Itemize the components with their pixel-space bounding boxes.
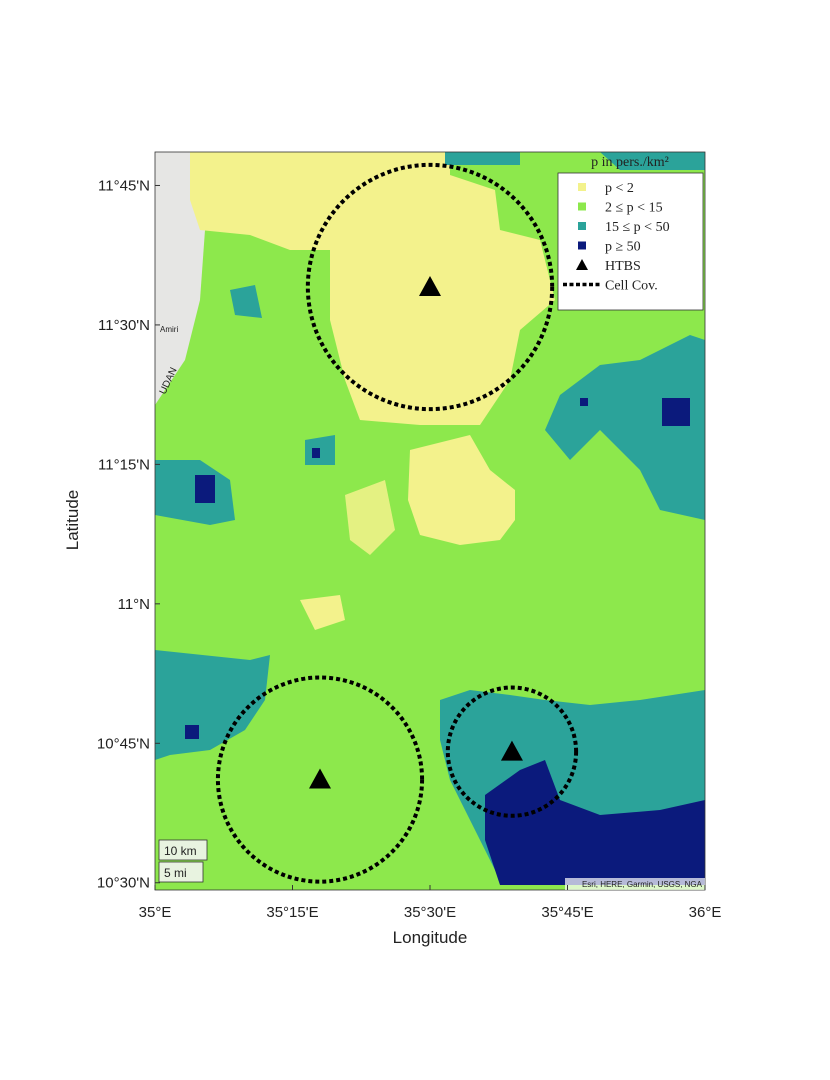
cell-coverage — [215, 675, 425, 884]
x-tick-label: 36°E — [689, 904, 722, 921]
legend-title: p in pers./km² — [591, 155, 669, 170]
y-axis-label: Latitude — [63, 490, 82, 551]
scale-bar — [158, 861, 204, 883]
scale-label: 5 mi — [164, 866, 187, 880]
x-axis-label: Longitude — [393, 928, 468, 947]
cell-coverage — [305, 162, 555, 412]
y-tick-label: 11°45'N — [98, 177, 150, 194]
legend-swatch — [578, 183, 586, 191]
attribution-bg — [565, 878, 705, 890]
htbs — [500, 740, 523, 761]
legend-label: p < 2 — [605, 181, 634, 196]
legend-label: p ≥ 50 — [605, 240, 641, 255]
x-tick-label: 35°45'E — [541, 904, 593, 921]
y-tick-label: 11°15'N — [98, 456, 150, 473]
cell-coverage — [445, 685, 579, 818]
legend-symbol — [576, 259, 588, 270]
legend-label: 2 ≤ p < 15 — [605, 201, 663, 216]
scale-label: 10 km — [164, 844, 197, 858]
htbs — [419, 275, 441, 296]
scale-bar — [158, 839, 208, 861]
y-tick-label: 11°30'N — [98, 317, 150, 334]
legend-label: HTBS — [605, 259, 641, 274]
y-tick-label: 10°30'N — [97, 875, 150, 892]
place-label: Amiri — [160, 325, 178, 334]
legend-label: Cell Cov. — [605, 279, 658, 294]
y-tick-label: 10°45'N — [97, 735, 150, 752]
legend-label: 15 ≤ p < 50 — [605, 220, 670, 235]
x-tick-label: 35°15'E — [266, 904, 318, 921]
y-tick-label: 11°N — [118, 596, 150, 613]
legend-swatch — [578, 222, 586, 230]
x-tick-label: 35°E — [139, 904, 172, 921]
htbs — [309, 768, 331, 789]
legend-swatch — [578, 241, 586, 250]
x-tick-label: 35°30'E — [404, 904, 456, 921]
legend-swatch — [578, 202, 586, 211]
attribution: Esri, HERE, Garmin, USGS, NGA — [582, 880, 703, 889]
